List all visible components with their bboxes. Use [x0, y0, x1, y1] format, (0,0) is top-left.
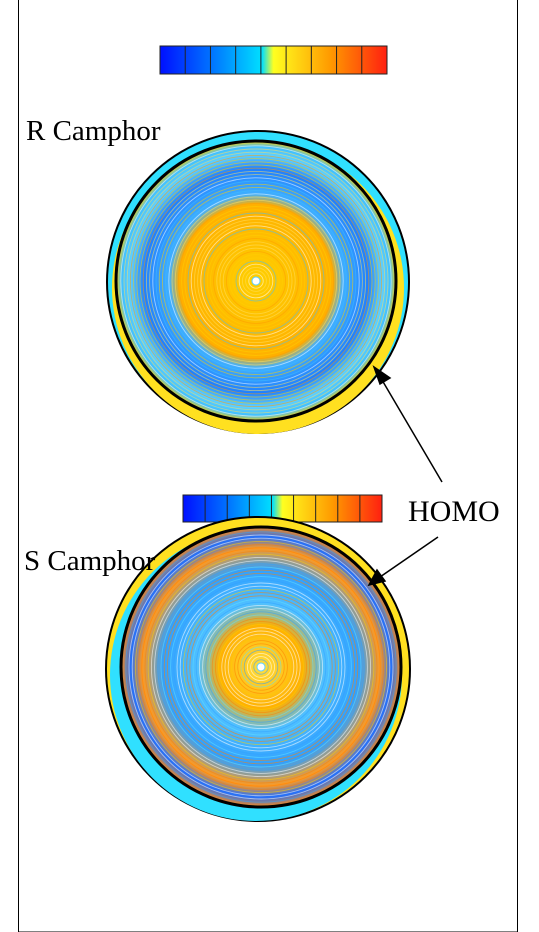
arrow — [369, 537, 438, 585]
arrow — [374, 367, 442, 482]
colorbar — [160, 46, 387, 74]
annotation: HOMO — [408, 495, 500, 528]
r-disc — [107, 131, 409, 434]
panel-label: S Camphor — [24, 545, 156, 577]
colorbar — [183, 495, 382, 522]
figure: R Camphor S Camphor HOMO — [0, 0, 539, 932]
panel-label: R Camphor — [26, 115, 161, 147]
